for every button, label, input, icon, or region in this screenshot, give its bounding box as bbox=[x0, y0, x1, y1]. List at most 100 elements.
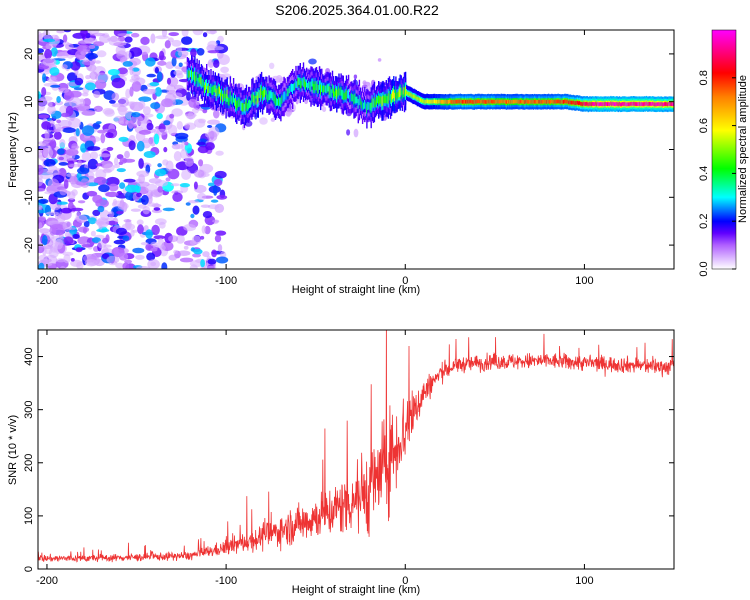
noise-blob bbox=[70, 207, 84, 212]
ridge-segment bbox=[313, 84, 315, 93]
ridge-segment bbox=[640, 102, 642, 107]
ridge-segment bbox=[384, 96, 386, 104]
noise-blob bbox=[41, 121, 51, 130]
ridge-segment bbox=[210, 83, 212, 94]
noise-blob bbox=[48, 165, 58, 171]
noise-blob bbox=[58, 162, 68, 166]
noise-blob bbox=[93, 105, 103, 112]
ridge-segment bbox=[501, 99, 504, 104]
ridge-segment bbox=[610, 101, 612, 106]
ridge-segment bbox=[483, 100, 485, 104]
noise-blob bbox=[193, 248, 203, 255]
ridge-segment bbox=[430, 99, 433, 104]
ridge-segment bbox=[327, 83, 329, 92]
noise-blob bbox=[41, 87, 47, 97]
y-tick-label: 300 bbox=[23, 400, 35, 418]
ridge-segment bbox=[503, 99, 506, 104]
spectrogram-heatmap bbox=[38, 30, 674, 269]
ridge-segment bbox=[283, 91, 285, 102]
ridge-segment bbox=[442, 99, 444, 104]
ridge-segment bbox=[671, 102, 673, 107]
noise-blob bbox=[82, 227, 88, 234]
noise-blob bbox=[181, 30, 189, 38]
noise-blob bbox=[200, 235, 205, 240]
noise-blob bbox=[117, 33, 131, 37]
noise-blob bbox=[39, 228, 50, 234]
ridge-segment bbox=[308, 80, 310, 89]
ridge-segment bbox=[585, 102, 587, 106]
noise-blob bbox=[146, 202, 157, 207]
ridge-segment bbox=[326, 84, 328, 93]
noise-blob bbox=[84, 82, 96, 91]
noise-blob bbox=[38, 91, 41, 100]
noise-blob bbox=[43, 159, 56, 167]
noise-blob bbox=[116, 50, 128, 60]
noise-blob bbox=[108, 183, 119, 192]
noise-blob bbox=[132, 229, 139, 233]
ridge-segment bbox=[412, 94, 414, 99]
noise-blob bbox=[119, 157, 128, 164]
noise-blob bbox=[217, 244, 223, 252]
ridge-segment bbox=[522, 100, 524, 104]
ridge-segment bbox=[636, 102, 638, 106]
ridge-segment bbox=[536, 99, 538, 104]
ridge-segment bbox=[583, 101, 585, 106]
colorbar-label: Normalized spectral amplitude bbox=[737, 75, 749, 223]
noise-blob bbox=[193, 118, 206, 128]
ridge-segment bbox=[214, 84, 216, 93]
ridge-segment bbox=[292, 84, 294, 94]
noise-blob bbox=[220, 66, 230, 74]
noise-blob bbox=[103, 244, 112, 248]
noise-blob bbox=[102, 108, 115, 115]
ridge-segment bbox=[231, 97, 234, 105]
noise-blob bbox=[136, 181, 150, 187]
noise-blob bbox=[96, 121, 102, 125]
ridge-segment bbox=[432, 99, 435, 104]
noise-blob bbox=[68, 97, 82, 108]
ridge-segment bbox=[245, 99, 248, 109]
ridge-segment bbox=[571, 100, 573, 105]
ridge-segment bbox=[366, 103, 368, 114]
noise-blob bbox=[187, 111, 194, 120]
noise-blob bbox=[61, 112, 70, 118]
x-tick-label: -200 bbox=[36, 275, 58, 287]
spectrogram-y-ticks: -20 -10 0 10 20 bbox=[23, 48, 674, 253]
ridge-segment bbox=[551, 99, 553, 104]
ridge-segment bbox=[561, 99, 564, 104]
ridge-segment bbox=[631, 102, 634, 106]
noise-blob bbox=[105, 176, 120, 187]
ridge-segment bbox=[273, 93, 276, 104]
x-tick-label: 100 bbox=[575, 575, 593, 587]
ridge-segment bbox=[458, 99, 461, 104]
noise-blob bbox=[38, 198, 49, 204]
ridge-segment bbox=[235, 98, 237, 108]
noise-blob bbox=[192, 253, 201, 258]
noise-blob bbox=[145, 57, 156, 67]
ridge-segment bbox=[664, 102, 666, 106]
noise-blob bbox=[143, 151, 156, 158]
noise-blob bbox=[56, 213, 66, 224]
noise-blob bbox=[175, 143, 184, 150]
ridge-segment bbox=[193, 71, 195, 80]
noise-blob bbox=[168, 32, 179, 37]
ridge-segment bbox=[294, 82, 296, 91]
ridge-segment bbox=[455, 99, 457, 104]
ridge-segment bbox=[581, 102, 583, 106]
ridge-segment bbox=[274, 95, 277, 106]
ridge-segment bbox=[629, 102, 631, 106]
noise-blob bbox=[173, 151, 182, 162]
noise-blob bbox=[116, 168, 126, 173]
ridge-segment bbox=[378, 95, 380, 105]
ridge-segment bbox=[225, 93, 227, 104]
noise-blob bbox=[129, 86, 134, 97]
ridge-segment bbox=[558, 99, 560, 104]
noise-blob bbox=[154, 67, 159, 74]
ridge-segment bbox=[358, 95, 361, 106]
ridge-segment bbox=[315, 81, 318, 91]
noise-blob bbox=[131, 81, 142, 92]
noise-blob bbox=[198, 159, 204, 167]
noise-blob bbox=[58, 88, 70, 93]
noise-blob bbox=[49, 140, 55, 147]
ridge-segment bbox=[638, 102, 640, 106]
